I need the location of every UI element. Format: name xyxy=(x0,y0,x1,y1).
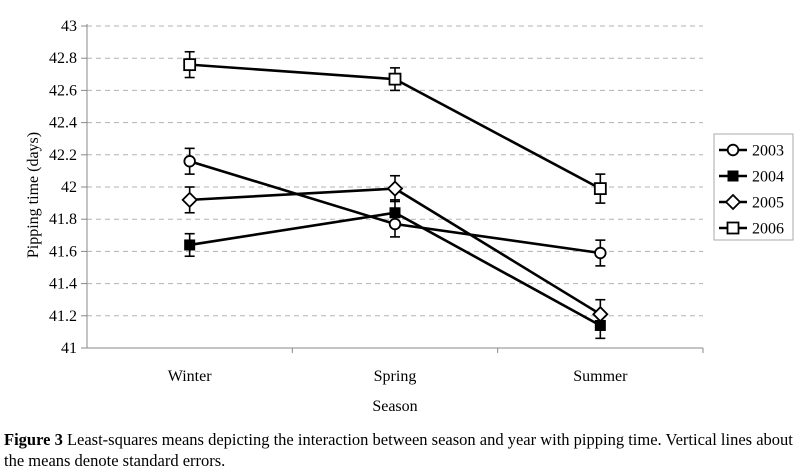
x-axis-title: Season xyxy=(372,398,417,415)
x-category-label: Spring xyxy=(374,368,417,385)
series-markers-2006 xyxy=(183,58,607,196)
legend-item-2003: 2003 xyxy=(719,143,784,160)
figure-caption-label: Figure 3 xyxy=(4,430,63,449)
legend-item-2006: 2006 xyxy=(719,221,784,238)
series-marker-circle-open xyxy=(388,217,402,231)
y-axis-title: Pipping time (days) xyxy=(25,132,42,258)
y-tick-label: 41 xyxy=(61,340,77,357)
series-markers-2003 xyxy=(183,155,607,260)
series-marker-square-open xyxy=(183,58,197,72)
series-marker-square-filled xyxy=(184,239,196,251)
y-tick-label: 42.6 xyxy=(49,82,77,99)
series-marker-square-open xyxy=(593,182,607,196)
series-marker-circle-open xyxy=(183,155,196,168)
y-tick-label: 43 xyxy=(61,18,77,35)
y-tick-label: 42.2 xyxy=(49,147,77,164)
series-markers-2004 xyxy=(184,207,606,331)
figure-caption: Figure 3 Least-squares means depicting t… xyxy=(4,430,802,471)
y-tick-label: 42 xyxy=(61,179,77,196)
series-marker-circle-open xyxy=(594,246,607,260)
figure-caption-text: Least-squares means depicting the intera… xyxy=(4,430,793,470)
series-marker-square-filled xyxy=(727,170,739,182)
legend-label: 2003 xyxy=(752,143,784,160)
y-tick-label: 41.6 xyxy=(49,243,77,260)
y-tick-label: 41.2 xyxy=(49,308,77,325)
legend-item-2004: 2004 xyxy=(719,169,784,186)
y-tick-label: 41.4 xyxy=(49,276,77,293)
series-marker-square-open xyxy=(726,221,740,235)
series-marker-circle-open xyxy=(726,143,740,157)
x-category-label: Winter xyxy=(168,368,212,385)
y-tick-label: 42.8 xyxy=(49,50,77,67)
series-marker-diamond-open xyxy=(724,193,742,211)
legend-label: 2006 xyxy=(752,221,784,238)
legend-item-2005: 2005 xyxy=(719,193,784,212)
legend-label: 2005 xyxy=(752,195,784,212)
series-marker-square-filled xyxy=(389,207,401,219)
series-marker-diamond-open xyxy=(592,305,609,323)
x-category-label: Summer xyxy=(573,368,628,385)
series-marker-square-filled xyxy=(594,319,606,331)
y-tick-label: 41.8 xyxy=(49,211,77,228)
legend-label: 2004 xyxy=(752,169,784,186)
pipping-time-chart: 41 41.2 41.4 41.6 41.8 42 42.2 42.4 42.6 42.8 43 Wi… xyxy=(25,18,794,415)
series-marker-diamond-open xyxy=(386,180,404,197)
series-markers-2005 xyxy=(181,180,609,323)
y-tick-label: 42.4 xyxy=(49,115,77,132)
error-bars-2005 xyxy=(184,174,606,330)
series-marker-diamond-open xyxy=(181,191,198,209)
chart-canvas: 41 41.2 41.4 41.6 41.8 42 42.2 42.4 42.6 42.8 43 Wi… xyxy=(25,18,794,415)
series-marker-square-open xyxy=(388,72,402,86)
